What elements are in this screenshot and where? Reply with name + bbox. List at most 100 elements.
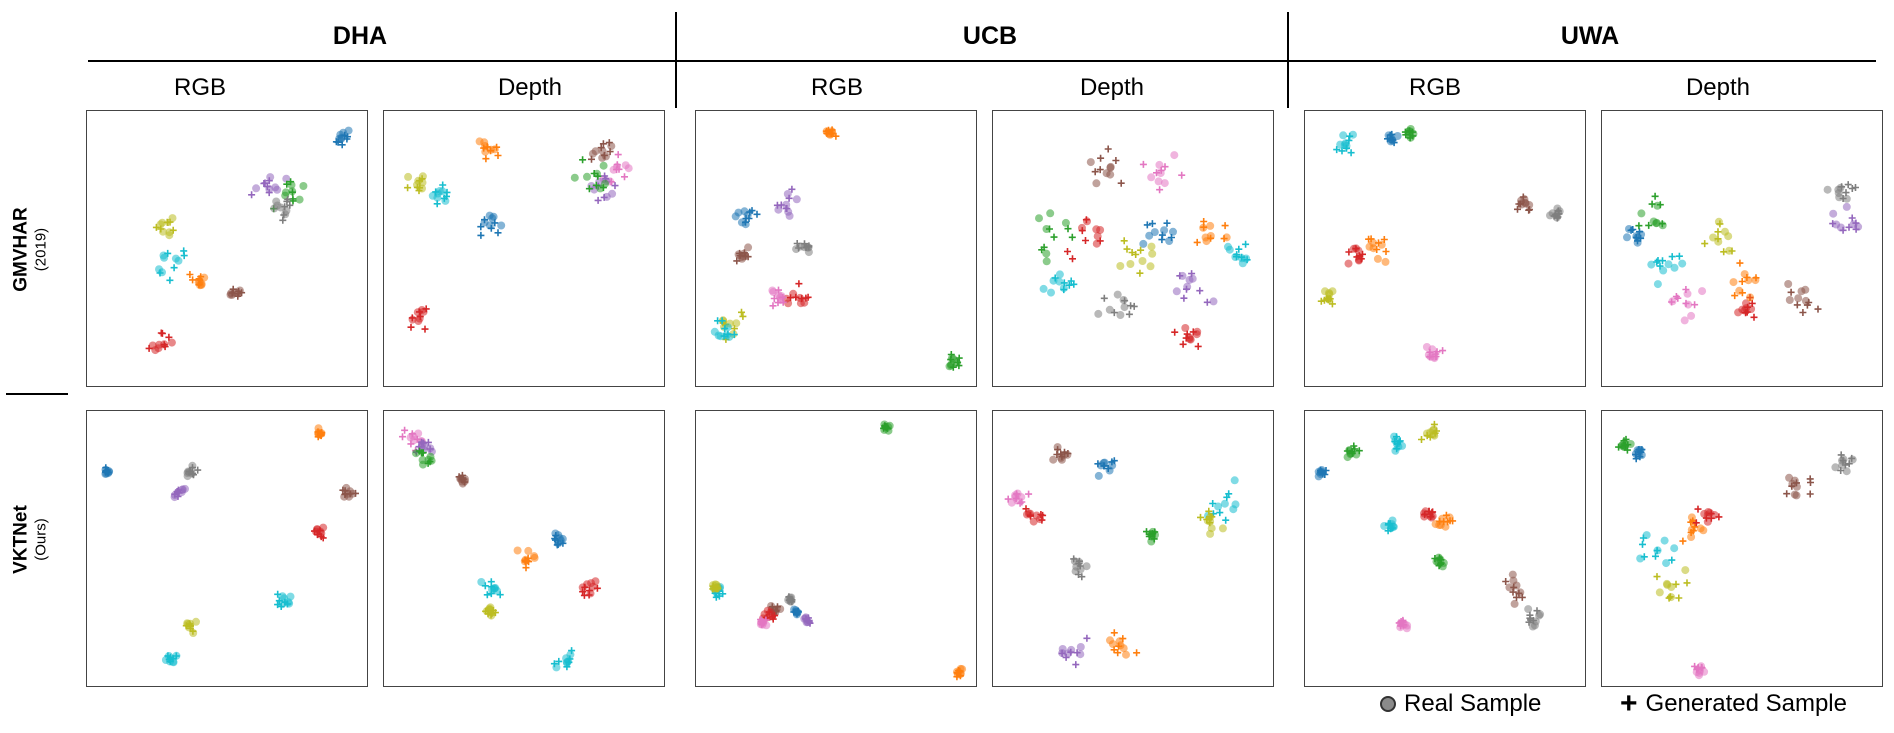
generated-sample-point-c0 bbox=[1110, 457, 1118, 465]
generated-sample-point-c9 bbox=[443, 192, 450, 200]
generated-sample-point-c9 bbox=[1060, 279, 1068, 287]
modality-uwa-depth: Depth bbox=[1685, 74, 1751, 101]
generated-sample-point-c9 bbox=[1639, 534, 1647, 542]
real-sample-point-c6 bbox=[624, 164, 633, 173]
generated-sample-point-c8 bbox=[738, 308, 745, 316]
real-sample-point-c9 bbox=[564, 657, 573, 666]
generated-sample-point-c6 bbox=[401, 426, 409, 434]
real-sample-point-c4 bbox=[426, 444, 435, 453]
real-sample-point-c6 bbox=[1013, 489, 1022, 498]
generated-sample-point-c7 bbox=[194, 466, 202, 474]
real-sample-point-c2 bbox=[1617, 441, 1626, 450]
generated-sample-point-c9 bbox=[1668, 556, 1676, 564]
generated-sample-point-c0 bbox=[338, 141, 346, 149]
generated-sample-point-c9 bbox=[555, 657, 563, 665]
real-sample-point-c2 bbox=[295, 195, 304, 204]
real-sample-point-c9 bbox=[174, 256, 183, 265]
real-sample-point-c2 bbox=[1343, 453, 1352, 462]
real-sample-point-c4 bbox=[252, 184, 261, 193]
real-sample-point-c2 bbox=[1035, 214, 1043, 223]
real-sample-point-c4 bbox=[1829, 209, 1838, 218]
generated-sample-point-c0 bbox=[494, 229, 502, 237]
real-sample-point-c0 bbox=[740, 207, 749, 216]
real-sample-point-c8 bbox=[1126, 260, 1135, 268]
legend-real-label: Real Sample bbox=[1404, 690, 1542, 717]
real-sample-point-c6 bbox=[1680, 316, 1689, 325]
generated-sample-point-c3 bbox=[1355, 252, 1363, 260]
generated-sample-point-c9 bbox=[432, 188, 440, 196]
generated-sample-point-c7 bbox=[1100, 294, 1108, 302]
generated-sample-point-c9 bbox=[169, 654, 177, 662]
modality-dha-depth: Depth bbox=[497, 74, 563, 101]
real-sample-point-c3 bbox=[1029, 517, 1038, 526]
panel-vktnet-dha-depth bbox=[383, 410, 665, 687]
generated-sample-point-c2 bbox=[955, 354, 963, 362]
real-sample-point-c9 bbox=[1055, 270, 1064, 279]
generated-sample-point-c2 bbox=[418, 449, 426, 457]
real-sample-point-c9 bbox=[1220, 499, 1229, 508]
generated-sample-point-c7 bbox=[805, 242, 813, 250]
real-sample-point-c1 bbox=[1729, 278, 1738, 287]
generated-sample-point-c6 bbox=[1682, 299, 1690, 307]
generated-sample-point-c7 bbox=[286, 201, 294, 209]
generated-sample-point-c6 bbox=[1691, 301, 1699, 309]
generated-sample-point-c9 bbox=[1209, 500, 1217, 507]
generated-sample-point-c8 bbox=[739, 312, 747, 320]
generated-sample-point-c1 bbox=[487, 147, 494, 155]
generated-sample-point-c4 bbox=[248, 191, 256, 199]
real-sample-point-c2 bbox=[287, 181, 296, 189]
real-sample-point-c0 bbox=[1633, 233, 1642, 242]
panel-gmvhar-dha-rgb bbox=[86, 110, 368, 387]
row-divider bbox=[6, 393, 68, 395]
generated-sample-point-c9 bbox=[1338, 147, 1346, 155]
generated-sample-point-c5 bbox=[744, 253, 752, 261]
generated-sample-point-c5 bbox=[1514, 205, 1521, 213]
generated-sample-point-c2 bbox=[880, 424, 888, 432]
generated-sample-point-c5 bbox=[599, 140, 607, 148]
generated-sample-point-c2 bbox=[1651, 192, 1659, 200]
generated-sample-point-c9 bbox=[1653, 547, 1661, 555]
real-sample-point-c7 bbox=[1116, 311, 1125, 319]
modality-uwa-rgb: RGB bbox=[1408, 74, 1461, 101]
real-sample-point-c3 bbox=[1354, 256, 1363, 265]
real-sample-point-c7 bbox=[792, 245, 801, 254]
real-sample-point-c5 bbox=[1049, 455, 1058, 464]
real-sample-point-c7 bbox=[1842, 467, 1851, 476]
generated-sample-point-c3 bbox=[593, 584, 601, 592]
generated-sample-point-c0 bbox=[1143, 221, 1151, 229]
modality-ucb-depth: Depth bbox=[1079, 74, 1145, 101]
generated-sample-point-c9 bbox=[1653, 258, 1661, 266]
generated-sample-point-c4 bbox=[1852, 225, 1860, 233]
generated-sample-point-c0 bbox=[1104, 465, 1112, 472]
real-sample-point-c4 bbox=[608, 189, 617, 198]
real-sample-point-c8 bbox=[1206, 529, 1215, 538]
generated-sample-point-c4 bbox=[1829, 220, 1837, 228]
generated-sample-point-c8 bbox=[182, 622, 190, 630]
real-sample-point-c1 bbox=[1365, 242, 1374, 251]
scatter-vktnet-uwa-rgb bbox=[1314, 420, 1545, 633]
generated-sample-point-c5 bbox=[1096, 166, 1104, 174]
generated-sample-point-c7 bbox=[1848, 185, 1856, 192]
panel-gmvhar-ucb-rgb bbox=[695, 110, 977, 387]
generated-sample-point-c2 bbox=[1040, 243, 1048, 251]
real-sample-point-c7 bbox=[270, 204, 279, 213]
generated-sample-point-c9 bbox=[274, 601, 282, 609]
real-sample-point-c4 bbox=[783, 190, 792, 198]
real-sample-point-c4 bbox=[792, 195, 801, 204]
real-sample-point-c9 bbox=[710, 327, 719, 336]
real-sample-point-c0 bbox=[1625, 225, 1633, 233]
real-sample-point-c9 bbox=[477, 578, 486, 586]
panel-gmvhar-ucb-depth bbox=[992, 110, 1274, 387]
generated-sample-point-c7 bbox=[1554, 207, 1562, 215]
real-sample-point-c7 bbox=[272, 197, 281, 206]
real-sample-point-c3 bbox=[796, 293, 804, 302]
generated-sample-point-c3 bbox=[1692, 519, 1700, 527]
real-sample-point-c3 bbox=[1092, 225, 1101, 234]
real-sample-point-c9 bbox=[1339, 131, 1348, 140]
generated-sample-point-c4 bbox=[1180, 294, 1188, 302]
generated-sample-point-c4 bbox=[1176, 272, 1184, 280]
generated-sample-point-c3 bbox=[1345, 248, 1353, 256]
real-sample-point-c2 bbox=[418, 456, 427, 464]
generated-sample-point-c0 bbox=[1635, 446, 1643, 454]
generated-sample-point-c1 bbox=[482, 155, 490, 163]
